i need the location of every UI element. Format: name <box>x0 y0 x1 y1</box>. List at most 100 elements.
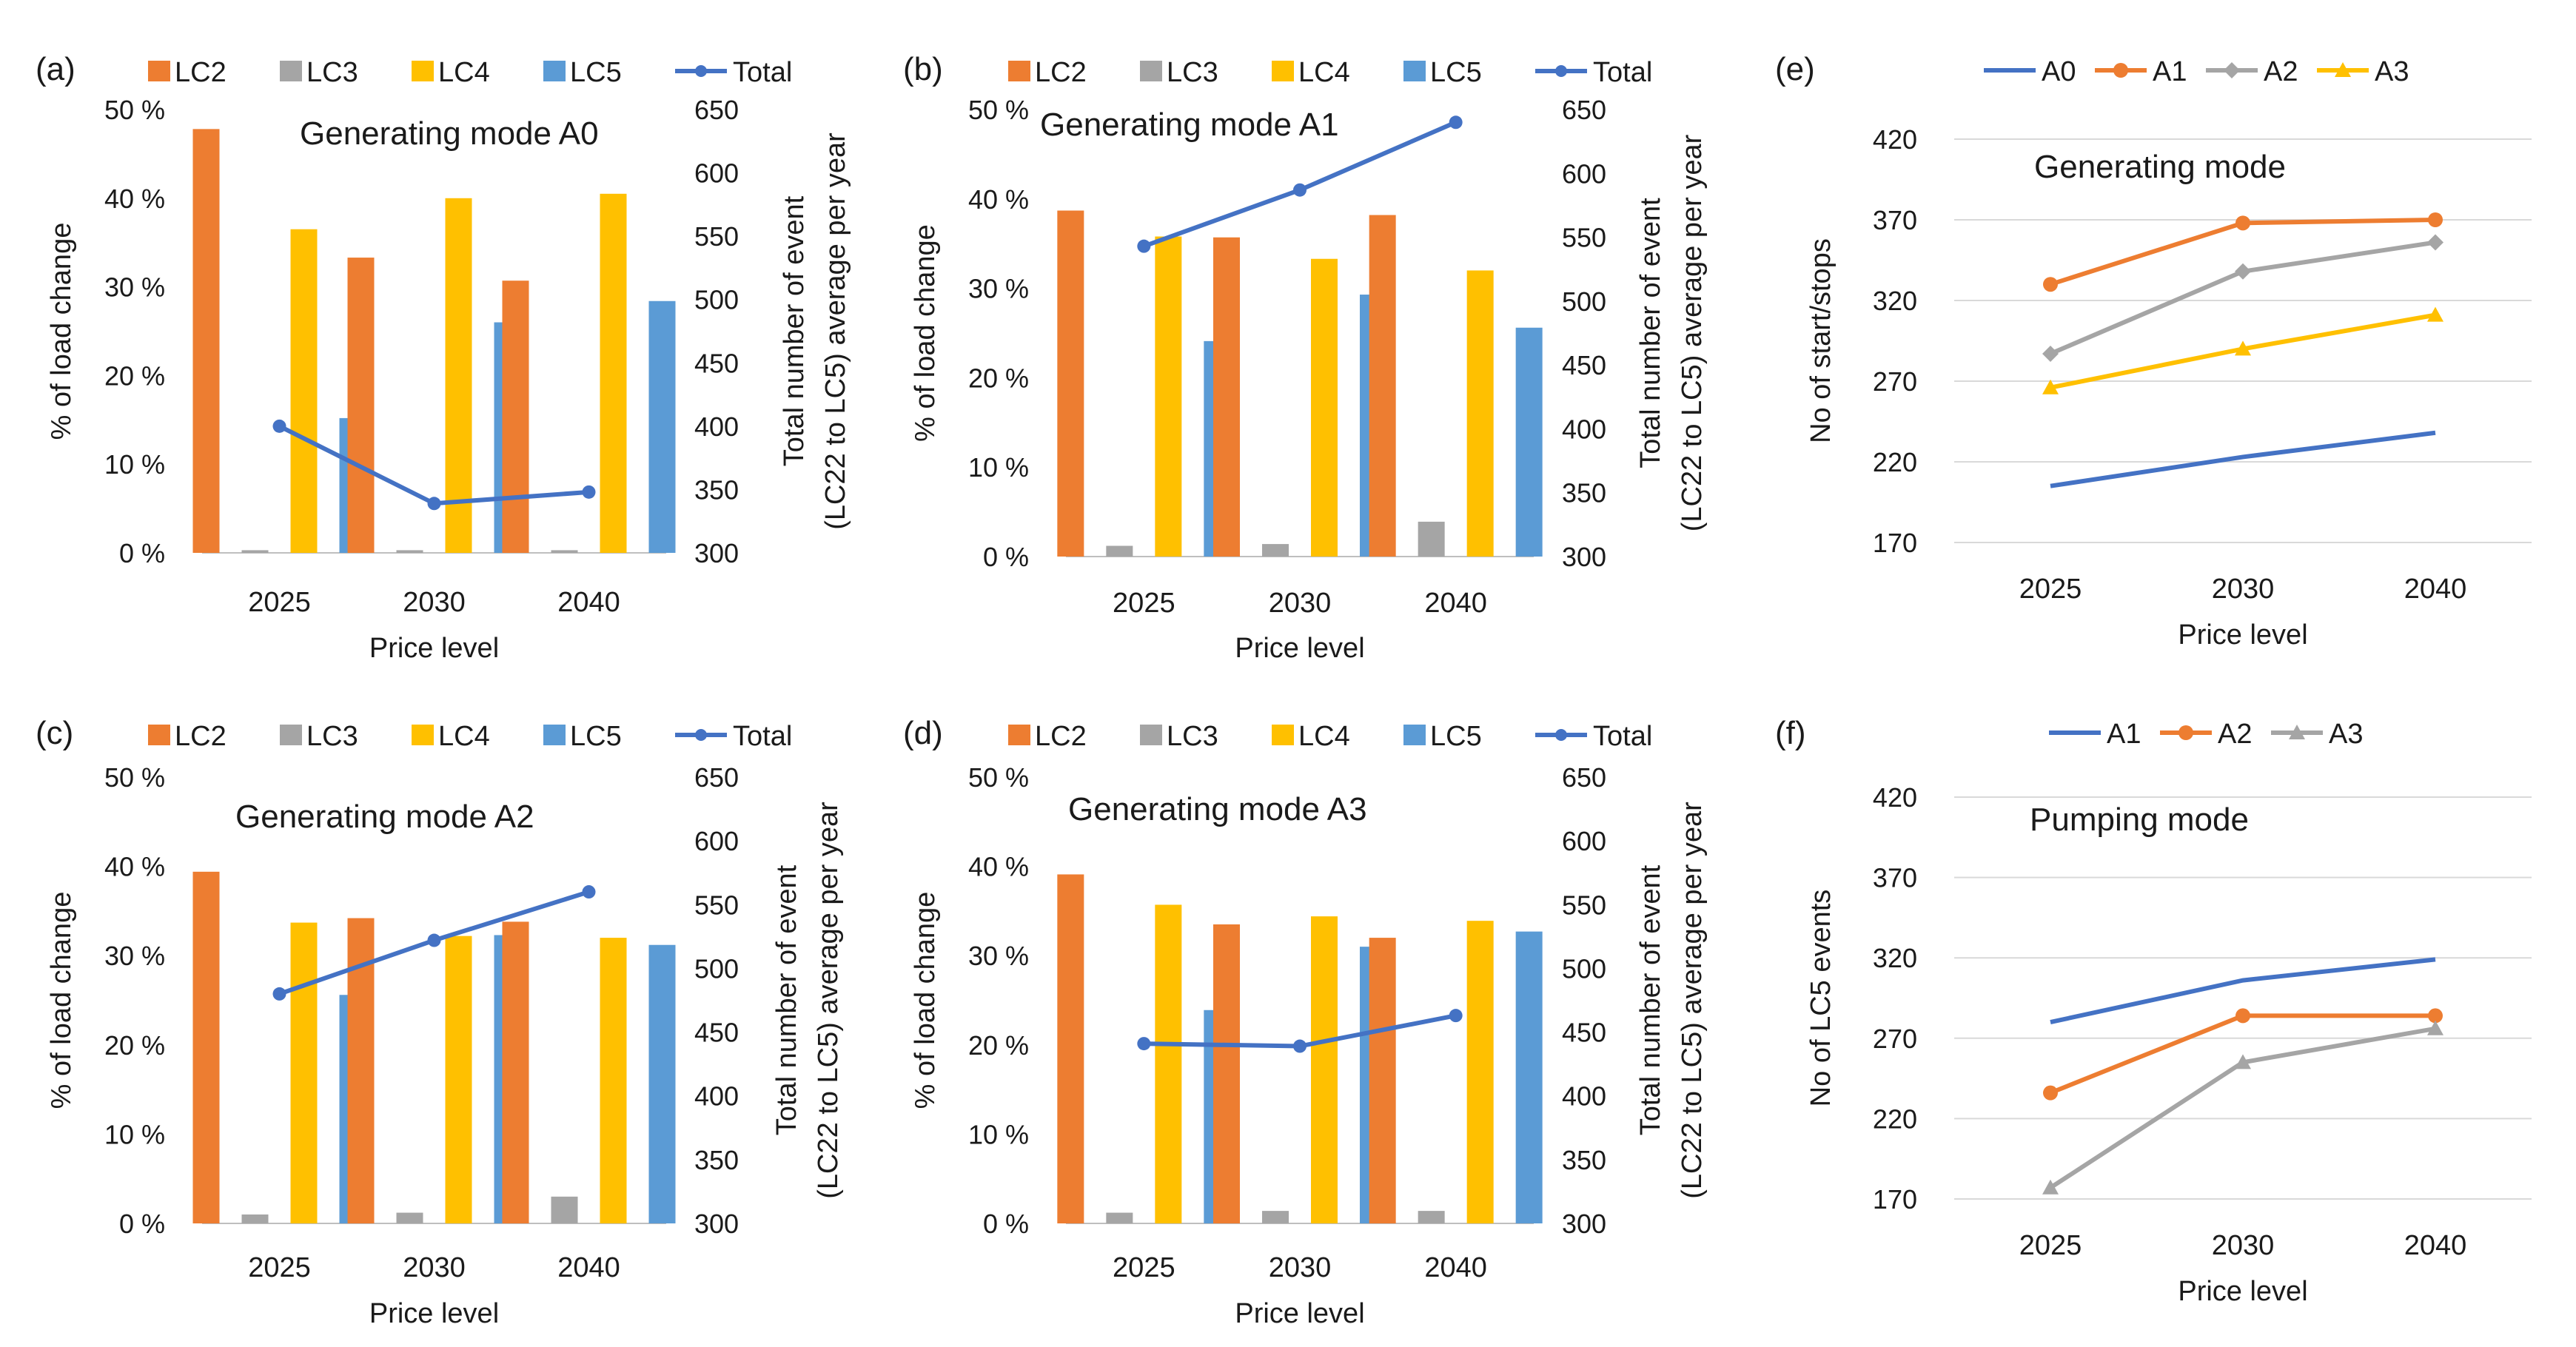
y2-tick-label: 400 <box>1562 414 1606 444</box>
bar-lc4 <box>1311 916 1338 1223</box>
legend-swatch-lc5 <box>1403 725 1426 745</box>
y2-tick-label: 550 <box>694 890 739 920</box>
total-point <box>582 485 596 499</box>
legend-label: LC5 <box>1430 721 1482 752</box>
x-axis-label: Price level <box>369 1298 499 1329</box>
y-tick-label: 170 <box>1873 1184 1917 1215</box>
y-tick-label: 220 <box>1873 1104 1917 1134</box>
legend-label: A1 <box>2153 56 2187 87</box>
total-point <box>1293 1039 1307 1053</box>
y2-tick-label: 300 <box>694 538 739 568</box>
y-axis-label: % of load change <box>46 892 77 1109</box>
y-tick-label: 370 <box>1873 205 1917 235</box>
x-axis-label: Price level <box>1235 1298 1364 1329</box>
legend-swatch-lc4 <box>412 725 434 745</box>
bar-lc3 <box>1418 521 1445 557</box>
y2-tick-label: 450 <box>694 1018 739 1048</box>
y2-tick-label: 550 <box>694 221 739 252</box>
y-tick-label: 270 <box>1873 366 1917 397</box>
bar-lc2 <box>502 921 529 1223</box>
legend-label: LC2 <box>175 57 227 88</box>
legend-label: LC2 <box>1035 57 1087 88</box>
y-tick-label: 10 % <box>968 452 1029 483</box>
legend-marker-total <box>1555 729 1567 741</box>
chart-title: Generating mode A3 <box>1068 791 1367 827</box>
total-point <box>1137 239 1151 253</box>
series-line-a3 <box>2049 1026 2436 1190</box>
y2-tick-label: 450 <box>694 348 739 378</box>
y2-tick-label: 500 <box>1562 286 1606 317</box>
legend-marker-total <box>1555 65 1567 77</box>
y-tick-label: 370 <box>1873 863 1917 893</box>
legend-label: LC3 <box>1167 57 1218 88</box>
y-tick-label: 420 <box>1873 782 1917 813</box>
bar-lc5 <box>1515 327 1543 557</box>
bar-lc2 <box>192 129 220 553</box>
legend-marker-total <box>695 65 707 77</box>
panel-label: (b) <box>903 51 943 87</box>
total-point <box>1449 115 1463 130</box>
legend-swatch-lc3 <box>280 725 302 745</box>
x-axis-label: Price level <box>2178 619 2307 651</box>
bar-lc4 <box>600 938 627 1223</box>
series-line-a2 <box>2049 240 2436 356</box>
x-tick-label: 2040 <box>1424 588 1487 619</box>
panel-label: (c) <box>36 715 73 751</box>
y2-tick-label: 450 <box>1562 350 1606 380</box>
y2-tick-label: 600 <box>694 158 739 189</box>
series-point-a2 <box>2235 263 2251 280</box>
total-point <box>1137 1037 1151 1051</box>
y-tick-label: 20 % <box>104 360 165 391</box>
y2-tick-label: 600 <box>1562 826 1606 856</box>
legend-swatch-lc2 <box>148 61 170 81</box>
legend-swatch-lc2 <box>1008 61 1030 81</box>
y-axis-label: % of load change <box>910 892 941 1109</box>
x-axis-label: Price level <box>369 633 499 664</box>
total-point <box>427 933 441 947</box>
y2-tick-label: 300 <box>1562 1209 1606 1239</box>
chart-panel-b: (b) LC2 LC3 LC4 LC5 Total 0 % 10 % 20 % 30 % 40 % 5… <box>903 51 1708 664</box>
legend-label: A2 <box>2218 719 2252 750</box>
total-point <box>427 497 441 511</box>
bar-lc5 <box>648 300 676 553</box>
x-tick-label: 2030 <box>1269 588 1332 619</box>
x-tick-label: 2025 <box>1113 588 1175 619</box>
x-tick-label: 2040 <box>2404 1230 2467 1261</box>
legend-label: LC3 <box>1167 721 1218 752</box>
chart-panel-a: (a) LC2 LC3 LC4 LC5 Total 0 % 10 % 20 % 30 % 40 % 5… <box>36 51 851 664</box>
bar-lc2 <box>1057 210 1084 557</box>
y2-axis-label: (LC22 to LC5) average per year <box>1677 802 1708 1199</box>
x-tick-label: 2030 <box>2212 574 2275 605</box>
total-point <box>272 419 286 433</box>
y-tick-label: 10 % <box>104 1119 165 1149</box>
y2-tick-label: 350 <box>694 474 739 505</box>
x-axis-label: Price level <box>1235 633 1364 664</box>
x-tick-label: 2025 <box>248 1252 311 1283</box>
y-tick-label: 40 % <box>968 852 1029 882</box>
series-point-a2 <box>2427 234 2443 251</box>
legend-label: A0 <box>2042 56 2076 87</box>
series-point-a2 <box>2428 1008 2443 1024</box>
legend-label: A3 <box>2329 719 2363 750</box>
bar-lc3 <box>551 1196 578 1223</box>
bar-lc2 <box>347 258 375 553</box>
total-point <box>1293 183 1307 197</box>
legend-label: A3 <box>2375 56 2409 87</box>
y-tick-label: 30 % <box>104 941 165 971</box>
y2-tick-label: 500 <box>694 285 739 315</box>
y2-tick-label: 650 <box>694 95 739 125</box>
x-tick-label: 2040 <box>557 1252 620 1283</box>
legend-label: LC2 <box>175 721 227 752</box>
y-tick-label: 40 % <box>104 184 165 214</box>
y-tick-label: 30 % <box>104 272 165 303</box>
legend-label: Total <box>1593 721 1652 752</box>
y-tick-label: 50 % <box>968 762 1029 793</box>
legend-swatch-lc5 <box>543 61 566 81</box>
bar-lc3 <box>1106 545 1133 557</box>
y2-tick-label: 650 <box>694 762 739 793</box>
bar-lc4 <box>1466 921 1494 1223</box>
bar-lc4 <box>445 935 472 1223</box>
y2-tick-label: 500 <box>1562 953 1606 984</box>
y-axis-label: % of load change <box>46 223 77 440</box>
x-tick-label: 2030 <box>403 1252 466 1283</box>
